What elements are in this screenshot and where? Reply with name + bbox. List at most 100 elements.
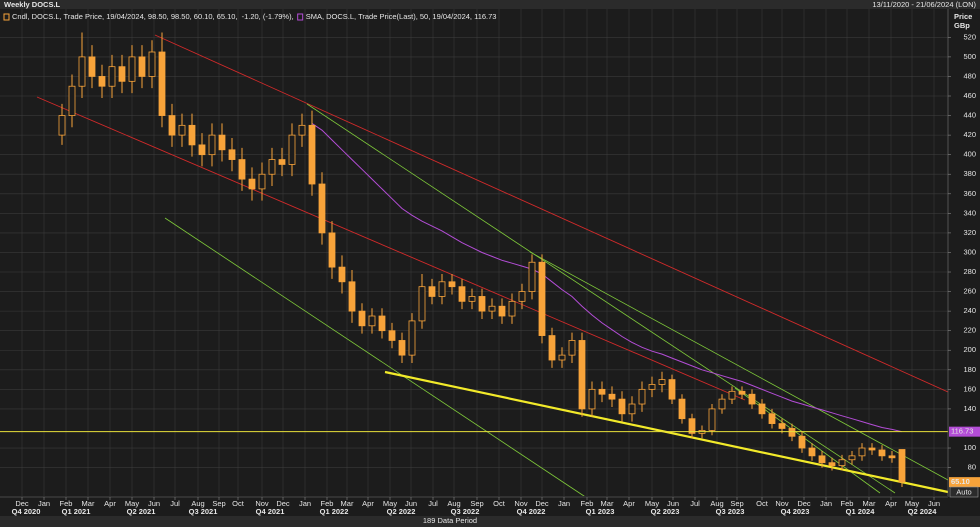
candle-body [538, 261, 546, 336]
candle-body [58, 115, 66, 136]
y-tick-label: 440 [963, 111, 976, 120]
x-tick-label: Aug [447, 499, 460, 508]
candle-body [408, 320, 416, 356]
scale-mode[interactable]: Auto [956, 487, 971, 496]
y-tick-label: 180 [963, 365, 976, 374]
status-bar [0, 516, 980, 527]
quarter-label: Q1 2021 [62, 507, 91, 516]
x-tick-label: Jan [38, 499, 50, 508]
close-value-box [949, 477, 980, 488]
candle-body [858, 447, 866, 457]
candle-body [398, 340, 406, 356]
y-tick-label: 400 [963, 150, 976, 159]
x-tick-label: Dec [535, 499, 549, 508]
candle-body [828, 462, 836, 467]
candle-body [898, 449, 906, 483]
y-tick-label: 520 [963, 32, 976, 41]
x-tick-label: Jul [690, 499, 700, 508]
x-tick-label: Jul [428, 499, 438, 508]
x-tick-label: Nov [775, 499, 789, 508]
candle-body [598, 388, 606, 395]
candle-body [688, 418, 696, 434]
close-value-label: 65.10 [951, 477, 970, 486]
quarter-label: Q3 2022 [451, 507, 480, 516]
sma-line [311, 122, 903, 433]
date-range: 13/11/2020 - 21/06/2024 (LON) [872, 0, 976, 9]
candle-body [818, 455, 826, 464]
quarter-label: Q1 2024 [846, 507, 876, 516]
quarter-label: Q2 2023 [651, 507, 680, 516]
candle-body [648, 384, 656, 390]
x-tick-label: Feb [60, 499, 73, 508]
candle-body [88, 56, 96, 77]
candle-body [768, 413, 776, 424]
candle-body [328, 232, 336, 268]
x-tick-label: Apr [104, 499, 116, 508]
candle-body [558, 354, 566, 361]
candle-body [238, 159, 246, 180]
x-axis: Dec Jan Feb Mar Apr May Jun Jul Aug Sep Oct Nov Dec J… [12, 497, 940, 516]
candle-body [448, 281, 456, 288]
candle-body [98, 76, 106, 87]
x-tick-label: Sep [730, 499, 743, 508]
quarter-label: Q2 2021 [127, 507, 156, 516]
candle-body [788, 428, 796, 437]
quarter-label: Q2 2022 [387, 507, 416, 516]
x-tick-label: Nov [255, 499, 269, 508]
y-tick-label: 420 [963, 130, 976, 139]
legend-icon [3, 13, 10, 21]
candle-body [338, 266, 346, 283]
x-tick-label: Apr [362, 499, 374, 508]
y-tick-label: 500 [963, 52, 976, 61]
x-tick-label: Oct [493, 499, 506, 508]
candle-body [578, 340, 586, 410]
trend-line [164, 217, 591, 501]
sma-value-label: 116.73 [951, 427, 973, 436]
footer: 189 Data Period [423, 516, 477, 525]
candle-body [848, 455, 856, 461]
grid [0, 9, 948, 497]
x-tick-label: May [645, 499, 659, 508]
candle-body [348, 281, 356, 312]
candle-body [428, 286, 436, 297]
legend: Cndl, DOCS.L, Trade Price, 19/04/2024, 9… [3, 12, 496, 21]
candle-body [878, 449, 886, 457]
x-tick-label: Aug [710, 499, 723, 508]
candle-body [118, 66, 126, 82]
x-tick-label: May [125, 499, 139, 508]
x-tick-label: Sep [470, 499, 483, 508]
y-tick-label: 200 [963, 345, 976, 354]
candle-body [548, 335, 556, 361]
candle-body [668, 379, 676, 400]
scale-mode-button[interactable] [949, 486, 979, 498]
candle-body [508, 300, 516, 317]
x-tick-label: Nov [514, 499, 528, 508]
candle-body [158, 51, 166, 116]
quarter-label: Q4 2021 [256, 507, 285, 516]
x-tick-label: Mar [341, 499, 354, 508]
legend-entry: -1.20, (-1.79%), [242, 12, 294, 21]
x-tick-label: Mar [82, 499, 95, 508]
legend-icon [297, 13, 304, 21]
x-tick-label: Apr [885, 499, 897, 508]
x-tick-label: Dec [276, 499, 290, 508]
candle-body [278, 159, 286, 165]
candle-body [148, 51, 156, 77]
y-tick-label: 380 [963, 169, 976, 178]
x-tick-label: Feb [581, 499, 594, 508]
trend-line [36, 96, 746, 401]
candle-body [478, 296, 486, 312]
candle-body [778, 423, 786, 429]
x-tick-label: Feb [321, 499, 334, 508]
y-tick-label: 300 [963, 247, 976, 256]
candle-body [798, 435, 806, 449]
quarter-label: Q1 2022 [320, 507, 349, 516]
candle-body [498, 305, 506, 317]
quarter-label: Q3 2023 [716, 507, 745, 516]
candle-body [658, 379, 666, 385]
candle-body [258, 173, 266, 190]
x-tick-label: Dec [797, 499, 811, 508]
y-tick-label: 340 [963, 208, 976, 217]
legend-entry: Cndl, DOCS.L, Trade Price, 19/04/2024, 9… [12, 12, 238, 21]
